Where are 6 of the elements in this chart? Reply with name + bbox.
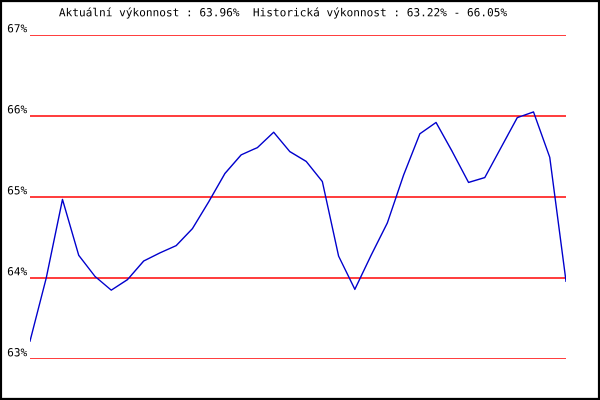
- y-tick-label: 66%: [8, 105, 28, 114]
- y-tick-label: 65%: [8, 186, 28, 194]
- y-tick-label: 64%: [8, 267, 28, 276]
- y-tick-label: 63%: [8, 348, 28, 356]
- y-tick-label: 67%: [8, 24, 28, 32]
- chart-title: Aktuální výkonnost : 63.96% Historická výkonnost : 63.22% - 66.05%: [59, 7, 507, 19]
